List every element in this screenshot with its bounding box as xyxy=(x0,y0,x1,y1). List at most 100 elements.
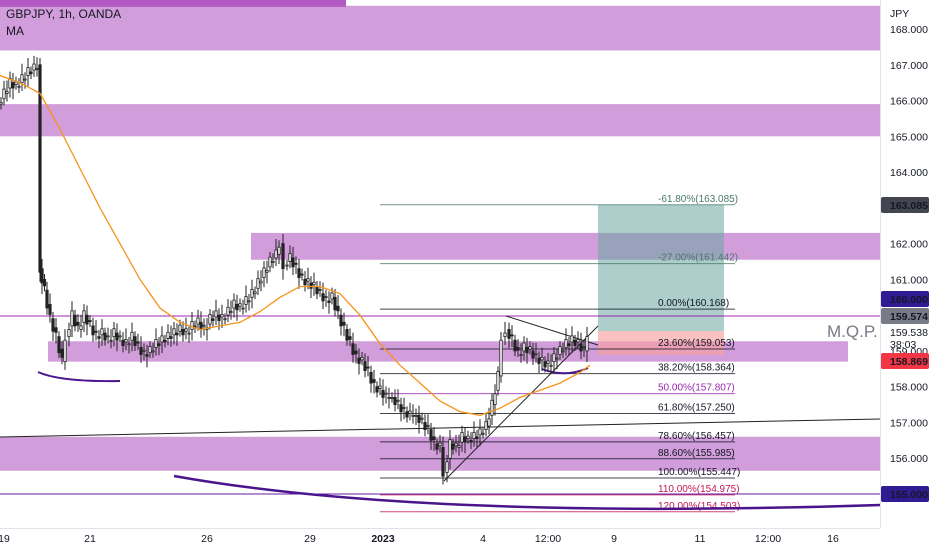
candle xyxy=(339,308,343,336)
candle-body xyxy=(441,447,445,477)
candle-body xyxy=(184,328,188,332)
candle-body xyxy=(145,354,149,357)
candle-body xyxy=(199,321,203,330)
candle xyxy=(484,413,488,437)
supply-demand-zones xyxy=(0,5,880,471)
candle xyxy=(384,386,388,404)
fib-label-10: 110.00%(154.975) xyxy=(658,484,740,495)
candle xyxy=(253,286,257,300)
candle xyxy=(157,336,161,356)
candle-body xyxy=(178,324,182,332)
fib-label-6: 61.80%(157.250) xyxy=(658,403,735,414)
candle xyxy=(357,348,361,375)
candle-body xyxy=(402,407,406,409)
candle-body xyxy=(576,339,580,343)
candle xyxy=(423,414,427,437)
candle-body xyxy=(484,421,488,431)
candle xyxy=(26,57,30,87)
candle xyxy=(561,342,565,358)
candle-body xyxy=(417,414,421,423)
large-arc[interactable] xyxy=(173,474,881,511)
candle xyxy=(466,430,470,444)
candle xyxy=(432,427,436,451)
fibonacci-retracement[interactable]: -61.80%(163.085) -27.00%(161.442) 0.00%(16… xyxy=(380,194,740,513)
candle xyxy=(115,323,119,352)
candle xyxy=(318,281,322,297)
time-axis[interactable]: 19 21 26 29 2023 4 12:00 9 11 12:00 16 xyxy=(0,533,839,545)
candle xyxy=(42,274,47,292)
candle xyxy=(463,427,467,454)
candle xyxy=(124,328,128,351)
candle xyxy=(142,343,146,361)
candle xyxy=(396,389,400,410)
candle-body xyxy=(262,267,266,279)
candle-body xyxy=(14,81,18,85)
position-tool[interactable] xyxy=(598,205,724,355)
candle-body xyxy=(582,346,586,349)
candle xyxy=(441,436,445,485)
candle xyxy=(211,310,215,328)
time-tick: 16 xyxy=(827,533,839,545)
candle xyxy=(552,346,556,372)
candle-body xyxy=(277,246,281,255)
candle-body xyxy=(555,357,559,360)
candle xyxy=(5,80,9,102)
candle-body xyxy=(241,307,245,310)
candle-body xyxy=(534,353,538,356)
currency-label: JPY xyxy=(890,8,909,20)
candle-body xyxy=(57,336,61,354)
candle xyxy=(281,233,285,280)
time-tick: 12:00 xyxy=(755,533,781,545)
fib-label-2: 0.00%(160.168) xyxy=(658,298,729,309)
falling-trendline[interactable] xyxy=(505,315,599,346)
candle xyxy=(184,317,188,340)
candle xyxy=(100,319,104,346)
candle xyxy=(393,389,397,412)
candle xyxy=(106,327,110,344)
candle-body xyxy=(363,361,367,372)
candle xyxy=(558,341,562,360)
candle-body xyxy=(519,354,523,356)
zone-2[interactable] xyxy=(0,104,880,137)
candle xyxy=(73,309,77,332)
candle xyxy=(369,365,373,393)
candle xyxy=(454,434,458,453)
price-badge-text: 160.000 xyxy=(890,294,928,306)
candle xyxy=(543,356,547,373)
candle xyxy=(306,267,310,290)
candle xyxy=(300,268,304,281)
candle-body xyxy=(42,278,47,287)
candle-body xyxy=(157,343,161,346)
candle-body xyxy=(570,335,574,343)
price-tick: 158.000 xyxy=(890,382,928,394)
candle xyxy=(67,322,71,347)
candle xyxy=(32,55,36,77)
candle xyxy=(60,340,64,365)
candle xyxy=(265,260,269,284)
price-badge-text: 155.000 xyxy=(890,489,928,501)
candle-body xyxy=(540,356,544,361)
candle xyxy=(20,63,24,91)
candle-body xyxy=(38,64,42,273)
candle-body xyxy=(70,310,74,327)
candle-body xyxy=(54,327,58,333)
candle xyxy=(136,333,140,350)
candle xyxy=(235,294,239,321)
long-trendline[interactable] xyxy=(0,418,881,438)
candle xyxy=(51,311,55,341)
candle-body xyxy=(345,329,349,341)
zone-3[interactable] xyxy=(251,232,880,260)
price-axis[interactable]: 155.000156.000157.000158.000159.000160.0… xyxy=(881,24,929,502)
indicator-label[interactable]: MA xyxy=(6,24,24,38)
candle xyxy=(333,289,337,317)
left-support-arc[interactable] xyxy=(37,371,121,383)
price-tick: 167.000 xyxy=(890,60,928,72)
candle-body xyxy=(558,346,562,355)
candle-body xyxy=(45,289,49,309)
zone-1[interactable] xyxy=(0,5,880,51)
candle xyxy=(531,342,535,365)
candle-body xyxy=(291,257,295,268)
price-badge xyxy=(881,308,929,324)
